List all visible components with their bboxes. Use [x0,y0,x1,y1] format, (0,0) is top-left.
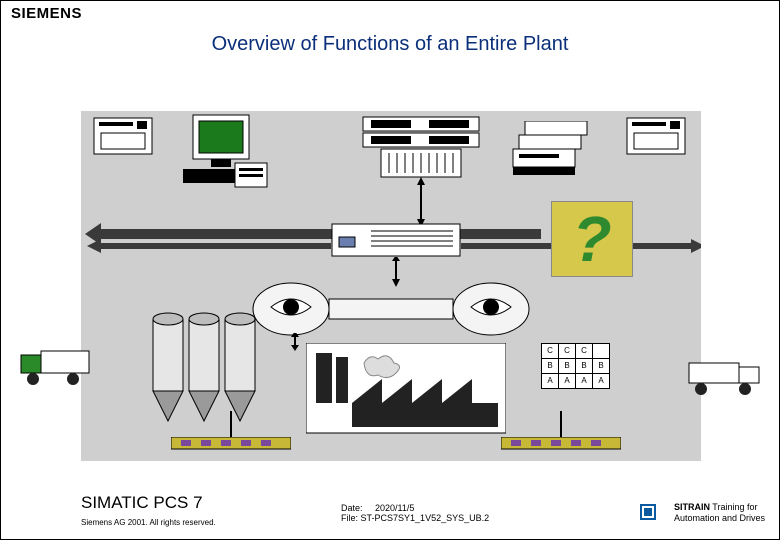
date-label: Date: [341,503,363,513]
copyright: Siemens AG 2001. All rights reserved. [81,518,216,527]
diagram-canvas: ? [81,111,701,461]
rack-row-b: B B B B [542,359,610,374]
footer-file: File: ST-PCS7SY1_1V52_SYS_UB.2 [341,513,489,523]
footer-date: Date: 2020/11/5 [341,503,414,513]
rack-cell: A [542,374,559,389]
rack-cell: A [593,374,610,389]
file-value: ST-PCS7SY1_1V52_SYS_UB.2 [361,513,490,523]
brand-logo: SIEMENS [11,5,82,22]
rack-cell: B [542,359,559,374]
truck-right-icon [687,359,763,399]
rack-cell: C [559,344,576,359]
footer: SIMATIC PCS 7 Siemens AG 2001. All right… [1,489,779,533]
training-l1: Training for [710,502,758,512]
rack-cell: A [559,374,576,389]
io-rack: C C C B B B B A A A A [541,343,610,389]
slide-title: Overview of Functions of an Entire Plant [1,33,779,56]
network-switch-icon [331,223,461,257]
file-label: File: [341,513,358,523]
question-mark: ? [572,207,611,271]
tanks-icon [251,281,531,337]
rack-cell: B [559,359,576,374]
rack-row-c: C C C [542,344,610,359]
connector-tank-factory [285,333,305,351]
fieldbus-right-icon [501,437,621,451]
fieldbus-left-icon [171,437,291,451]
product-name: SIMATIC PCS 7 [81,493,203,513]
rack-cell [593,344,610,359]
training-text: SITRAIN Training for Automation and Driv… [674,502,765,523]
rack-cell: A [576,374,593,389]
training-l2: Automation and Drives [674,513,765,523]
rack-row-a: A A A A [542,374,610,389]
sitrain-icon [639,503,657,521]
rack-cell: C [576,344,593,359]
truck-left-icon [19,349,93,389]
slide-page: SIEMENS Overview of Functions of an Enti… [0,0,780,540]
rack-cell: B [576,359,593,374]
question-box: ? [551,201,633,277]
rack-cell: C [542,344,559,359]
training-brand: SITRAIN [674,502,710,512]
date-value: 2020/11/5 [375,503,414,513]
rack-cell: B [593,359,610,374]
